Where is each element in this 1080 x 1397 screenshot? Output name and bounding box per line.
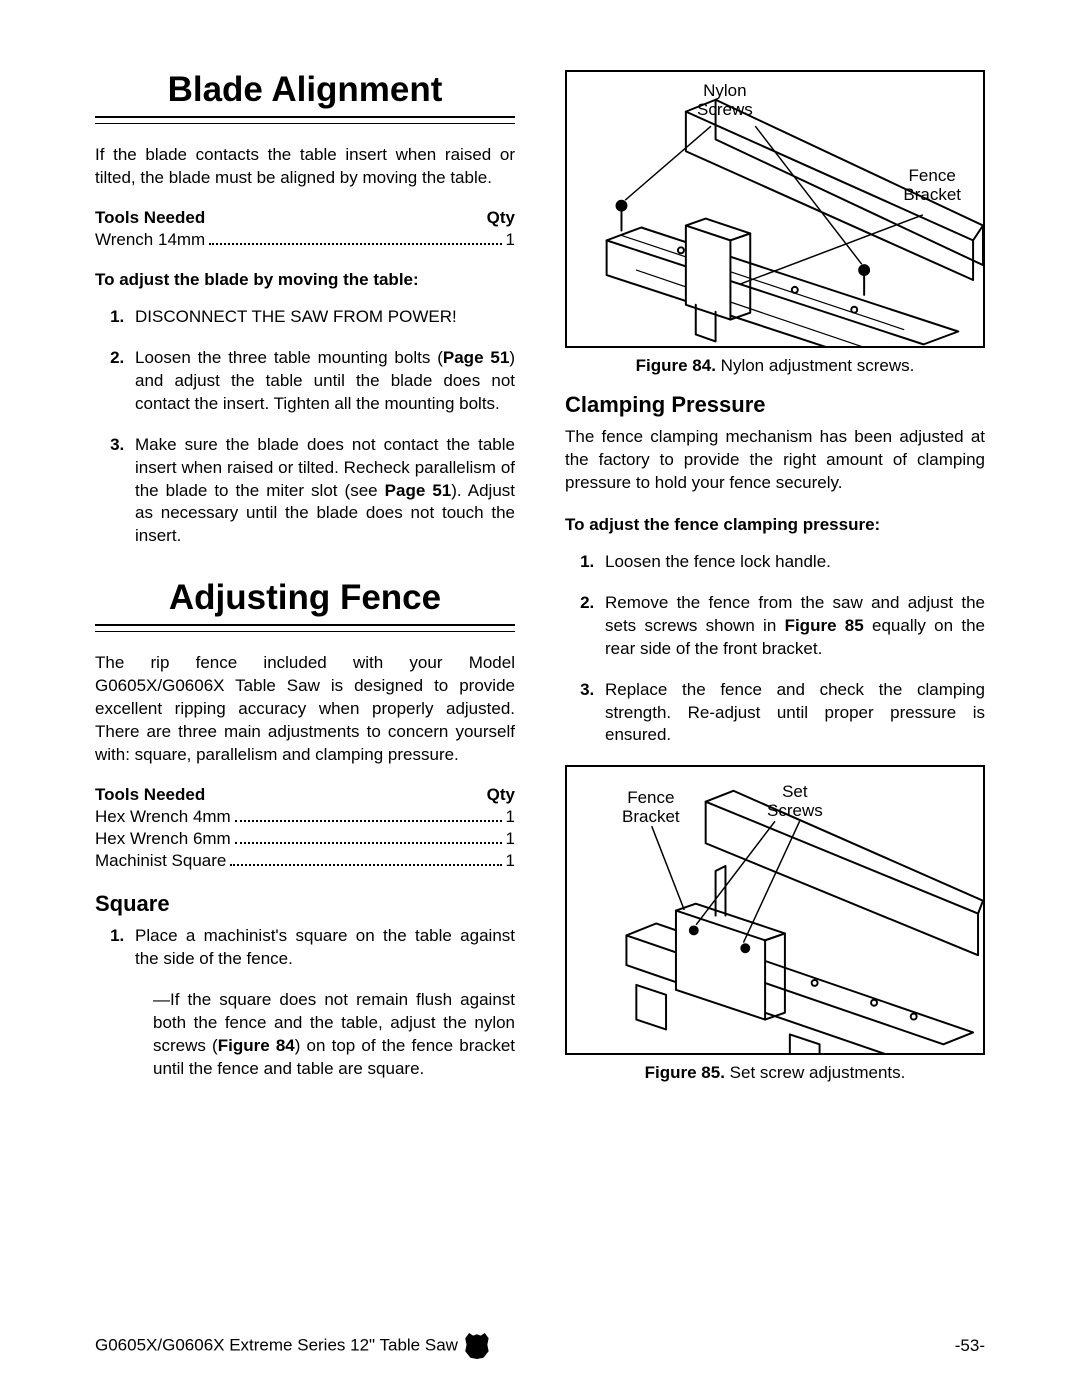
step-item: Loosen the fence lock handle. <box>599 551 985 574</box>
tool-qty: 1 <box>506 851 515 871</box>
tool-name: Hex Wrench 4mm <box>95 807 231 827</box>
footer-left: G0605X/G0606X Extreme Series 12" Table S… <box>95 1333 490 1359</box>
qty-label: Qty <box>487 208 515 228</box>
tools-needed-label: Tools Needed <box>95 208 205 228</box>
tool-line: Hex Wrench 6mm 1 <box>95 827 515 849</box>
clamping-intro: The fence clamping mechanism has been ad… <box>565 426 985 495</box>
tool-line: Wrench 14mm 1 <box>95 228 515 250</box>
leader-dots <box>209 228 501 245</box>
divider <box>95 624 515 632</box>
figure-85: Fence Bracket Set Screws <box>565 765 985 1055</box>
fig84-nylon-label: Nylon Screws <box>697 82 753 119</box>
blade-alignment-intro: If the blade contacts the table insert w… <box>95 144 515 190</box>
square-step-1: Place a machinist's square on the table … <box>129 925 515 971</box>
leader-dots <box>235 827 502 844</box>
tool-name: Hex Wrench 6mm <box>95 829 231 849</box>
figure-85-caption: Figure 85. Set screw adjustments. <box>565 1063 985 1083</box>
step-item: DISCONNECT THE SAW FROM POWER! <box>129 306 515 329</box>
bear-icon <box>464 1333 490 1359</box>
tool-line: Machinist Square 1 <box>95 849 515 871</box>
square-heading: Square <box>95 891 515 917</box>
adjust-blade-subhead: To adjust the blade by moving the table: <box>95 270 515 290</box>
leader-dots <box>230 849 501 866</box>
qty-label: Qty <box>487 785 515 805</box>
divider <box>95 116 515 124</box>
tool-line: Hex Wrench 4mm 1 <box>95 805 515 827</box>
adjusting-fence-title: Adjusting Fence <box>95 578 515 618</box>
tool-qty: 1 <box>506 230 515 250</box>
leader-dots <box>235 805 502 822</box>
figure-84-caption: Figure 84. Nylon adjustment screws. <box>565 356 985 376</box>
step-item: Loosen the three table mounting bolts (P… <box>129 347 515 416</box>
figure-84: Nylon Screws Fence Bracket <box>565 70 985 348</box>
step-item: Replace the fence and check the clamping… <box>599 679 985 748</box>
step-item: Remove the fence from the saw and adjust… <box>599 592 985 661</box>
fig84-bracket-label: Fence Bracket <box>903 167 961 204</box>
tool-qty: 1 <box>506 807 515 827</box>
step-item: Make sure the blade does not contact the… <box>129 434 515 549</box>
fig85-set-label: Set Screws <box>767 783 823 820</box>
adjusting-fence-intro: The rip fence included with your Model G… <box>95 652 515 767</box>
clamping-pressure-heading: Clamping Pressure <box>565 392 985 418</box>
tools-needed-label: Tools Needed <box>95 785 205 805</box>
square-substep: —If the square does not remain flush aga… <box>153 989 515 1081</box>
blade-alignment-title: Blade Alignment <box>95 70 515 110</box>
tool-name: Machinist Square <box>95 851 226 871</box>
fig85-bracket-label: Fence Bracket <box>622 789 680 826</box>
tool-name: Wrench 14mm <box>95 230 205 250</box>
clamping-subhead: To adjust the fence clamping pressure: <box>565 515 985 535</box>
tool-qty: 1 <box>506 829 515 849</box>
page-number: -53- <box>955 1336 985 1356</box>
